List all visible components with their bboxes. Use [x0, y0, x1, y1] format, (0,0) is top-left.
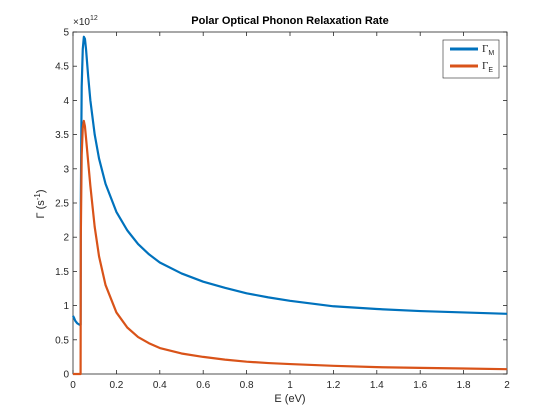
x-tick-label: 0.2 [109, 380, 123, 391]
x-tick-label: 1.4 [370, 380, 384, 391]
x-tick-label: 2 [504, 380, 510, 391]
x-tick-label: 0.6 [196, 380, 210, 391]
legend-label-gamma-m: ΓM [482, 43, 494, 57]
y-axis-label-sup: -1 [33, 193, 42, 201]
y-tick-label: 5 [63, 28, 69, 39]
y-multiplier-base: ×10 [73, 17, 90, 28]
y-tick-label: 4.5 [55, 62, 69, 73]
legend: ΓM ΓE [442, 39, 500, 79]
y-axis-multiplier: ×1012 [73, 15, 98, 28]
y-tick-label: 1.5 [55, 267, 69, 278]
x-tick-label: 1 [287, 380, 293, 391]
y-tick-label: 2 [63, 233, 69, 244]
y-tick-label: 2.5 [55, 199, 69, 210]
x-tick-label: 1.6 [413, 380, 427, 391]
y-tick-label: 3.5 [55, 130, 69, 141]
x-axis-label: E (eV) [274, 393, 305, 405]
y-tick-label: 0 [63, 370, 69, 381]
legend-box [442, 39, 500, 79]
legend-label-gamma-e-main: Γ [482, 60, 488, 72]
y-tick-label: 4 [63, 96, 69, 107]
y-tick-label: 1 [63, 301, 69, 312]
y-axis-label-close: ) [35, 189, 47, 193]
y-tick-label: 0.5 [55, 335, 69, 346]
plot-area: 0 0.2 0.4 0.6 0.8 1 1.2 1.4 1.6 1.8 2 0 0.5 1 1.5 2 2.5… [55, 28, 510, 392]
series-layer [72, 35, 508, 376]
x-tick-label: 0.8 [240, 380, 254, 391]
x-axis-ticks: 0 0.2 0.4 0.6 0.8 1 1.2 1.4 1.6 1.8 2 [70, 32, 510, 391]
chart-title: Polar Optical Phonon Relaxation Rate [191, 15, 388, 27]
series-line-gamma-e [73, 119, 508, 376]
y-axis-label-main: Γ (s [35, 200, 47, 219]
x-tick-label: 1.8 [457, 380, 471, 391]
x-tick-label: 0.4 [153, 380, 167, 391]
y-axis-label: Γ (s-1) [33, 189, 47, 218]
y-tick-label: 3 [63, 164, 69, 175]
x-tick-label: 0 [70, 380, 76, 391]
x-tick-label: 1.2 [326, 380, 340, 391]
legend-label-gamma-e-sub: E [488, 67, 493, 74]
legend-label-gamma-m-main: Γ [482, 43, 488, 55]
y-axis-ticks: 0 0.5 1 1.5 2 2.5 3 3.5 4 4.5 5 [55, 28, 507, 381]
legend-label-gamma-e: ΓE [482, 60, 493, 74]
y-multiplier-exponent: 12 [90, 15, 98, 22]
legend-label-gamma-m-sub: M [488, 50, 494, 57]
